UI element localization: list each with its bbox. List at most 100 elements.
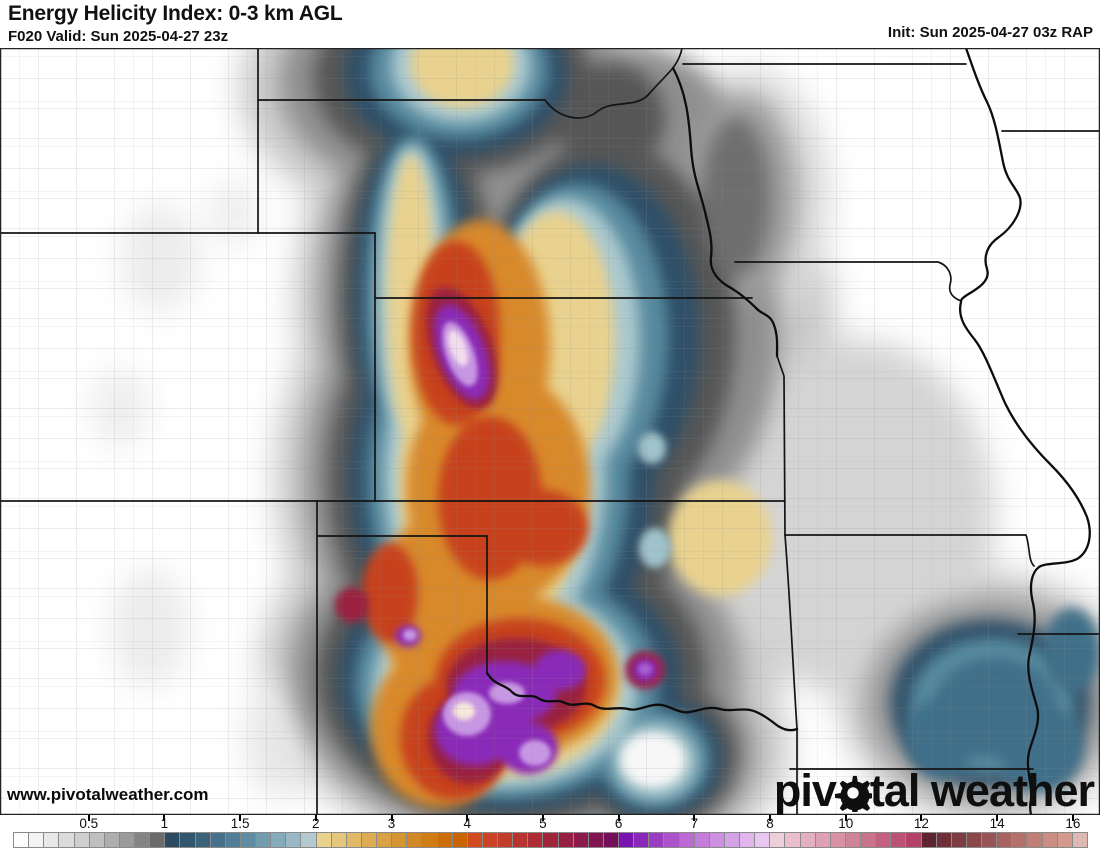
colorbar-cell	[634, 833, 650, 847]
colorbar-cell	[89, 833, 105, 847]
colorbar-cell	[361, 833, 377, 847]
colorbar-cell	[800, 833, 816, 847]
colorbar-cell	[528, 833, 544, 847]
colorbar-cell	[966, 833, 982, 847]
colorbar-cell	[210, 833, 226, 847]
colorbar-cell	[286, 833, 302, 847]
colorbar-cell	[165, 833, 181, 847]
colorbar-tick-label: 0.5	[79, 816, 99, 831]
page-title: Energy Helicity Index: 0-3 km AGL	[8, 2, 343, 25]
valid-time-label: F020 Valid: Sun 2025-04-27 23z	[8, 28, 229, 45]
colorbar-tick-label: 1	[160, 816, 169, 831]
colorbar-ticks: 0.5 1 1.5 2 3 4 5 6 7 8 10 12 14 16	[0, 815, 1100, 832]
colorbar-cell	[588, 833, 604, 847]
colorbar-tick-label: 12	[913, 816, 929, 831]
colorbar-cell	[997, 833, 1013, 847]
colorbar-tick-mark	[466, 815, 469, 821]
colorbar-cell	[467, 833, 483, 847]
pivotal-weather-logo: piv tal weather	[773, 765, 1095, 816]
colorbar-cell	[785, 833, 801, 847]
colorbar-cell	[543, 833, 559, 847]
colorbar-cell	[649, 833, 665, 847]
colorbar-tick-label: 14	[989, 816, 1005, 831]
colorbar-cell	[135, 833, 151, 847]
colorbar-tick-mark	[996, 815, 999, 821]
river-borders	[485, 48, 1091, 815]
colorbar-tick-label: 8	[766, 816, 774, 831]
colorbar-cell	[513, 833, 529, 847]
map-area: www.pivotalweather.com piv tal weather	[0, 48, 1100, 815]
colorbar-cell	[29, 833, 45, 847]
colorbar-cell	[619, 833, 635, 847]
colorbar-cell	[1057, 833, 1073, 847]
colorbar-tick-label: 6	[614, 816, 623, 831]
colorbar-cell	[845, 833, 861, 847]
colorbar-tick-label: 7	[690, 816, 699, 831]
colorbar-cell	[44, 833, 60, 847]
colorbar-cell	[437, 833, 453, 847]
gear-icon	[834, 774, 872, 812]
init-time-label: Init: Sun 2025-04-27 03z RAP	[887, 24, 1093, 41]
logo-text-right: tal weather	[869, 765, 1095, 816]
colorbar-tick-mark	[844, 815, 847, 821]
colorbar-cell	[951, 833, 967, 847]
colorbar-tick-label: 3	[387, 816, 396, 831]
colorbar-cell	[195, 833, 211, 847]
colorbar-cell	[891, 833, 907, 847]
colorbar-cell	[558, 833, 574, 847]
colorbar-tick-label: 10	[838, 816, 854, 831]
colorbar-cell	[104, 833, 120, 847]
watermark: www.pivotalweather.com	[7, 785, 209, 804]
colorbar-cell	[830, 833, 846, 847]
colorbar-cell	[316, 833, 332, 847]
colorbar-cell	[407, 833, 423, 847]
colorbar-tick-mark	[390, 815, 393, 821]
colorbar-cell	[709, 833, 725, 847]
colorbar-cell	[301, 833, 317, 847]
colorbar-cell	[876, 833, 892, 847]
colorbar-cell	[14, 833, 30, 847]
colorbar-cell	[573, 833, 589, 847]
header: Energy Helicity Index: 0-3 km AGL F020 V…	[0, 0, 1100, 48]
colorbar-tick-label: 16	[1065, 816, 1081, 831]
colorbar-cell	[482, 833, 498, 847]
colorbar-cell	[225, 833, 241, 847]
colorbar-cell	[1042, 833, 1058, 847]
colorbar-cell	[770, 833, 786, 847]
colorbar-cell	[74, 833, 90, 847]
colorbar-cell	[1027, 833, 1043, 847]
colorbar-cell	[452, 833, 468, 847]
colorbar-cell	[906, 833, 922, 847]
colorbar-cell	[119, 833, 135, 847]
colorbar-cell	[815, 833, 831, 847]
colorbar-cell	[603, 833, 619, 847]
colorbar-tick-mark	[1071, 815, 1074, 821]
colorbar-cell	[331, 833, 347, 847]
colorbar-strip	[13, 832, 1088, 848]
colorbar-cell	[664, 833, 680, 847]
colorbar-tick-mark	[617, 815, 620, 821]
colorbar-tick-mark	[541, 815, 544, 821]
colorbar-cell	[755, 833, 771, 847]
colorbar-cell	[740, 833, 756, 847]
colorbar-cell	[694, 833, 710, 847]
colorbar-tick-mark	[239, 815, 242, 821]
colorbar-cell	[150, 833, 166, 847]
colorbar-cell	[392, 833, 408, 847]
colorbar-cell	[240, 833, 256, 847]
colorbar-tick-label: 4	[463, 816, 471, 831]
colorbar-cell	[1012, 833, 1028, 847]
colorbar-tick-mark	[163, 815, 166, 821]
colorbar-tick-label: 2	[312, 816, 320, 831]
colorbar-tick-mark	[314, 815, 317, 821]
colorbar-cell	[271, 833, 287, 847]
colorbar-tick-mark	[769, 815, 772, 821]
colorbar-cell	[422, 833, 438, 847]
weather-map	[0, 48, 1100, 815]
colorbar-cell	[921, 833, 937, 847]
colorbar: 0.5 1 1.5 2 3 4 5 6 7 8 10 12 14 16	[0, 815, 1100, 850]
colorbar-cell	[346, 833, 362, 847]
logo-text-left: piv	[773, 765, 837, 816]
colorbar-tick-mark	[693, 815, 696, 821]
colorbar-tick-mark	[920, 815, 923, 821]
